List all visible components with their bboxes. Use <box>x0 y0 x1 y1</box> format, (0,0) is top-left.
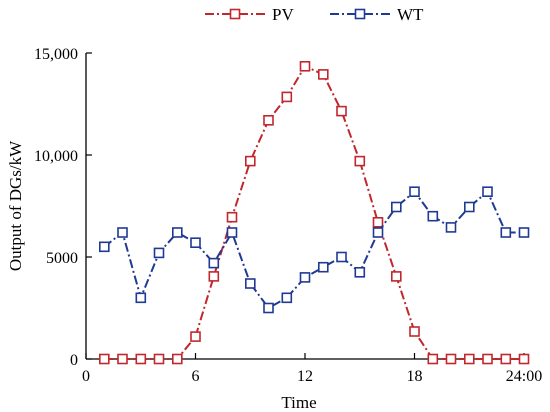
data-point-wt <box>172 227 183 238</box>
data-point-pv <box>299 60 311 72</box>
data-point-wt <box>427 210 439 222</box>
data-point-wt <box>354 266 366 278</box>
data-point-wt <box>153 247 165 259</box>
data-point-wt <box>208 257 220 269</box>
data-point-pv <box>99 353 110 365</box>
data-point-pv <box>117 353 128 365</box>
data-point-wt <box>518 227 530 238</box>
data-point-pv <box>153 353 165 365</box>
y-tick-label: 15,000 <box>34 46 78 63</box>
legend-label: PV <box>272 5 294 24</box>
series-layer <box>99 60 530 365</box>
data-point-wt <box>463 201 475 213</box>
data-point-pv <box>427 353 439 365</box>
data-point-pv <box>190 331 201 342</box>
data-point-pv <box>135 353 147 365</box>
data-point-pv <box>445 353 457 365</box>
data-point-pv <box>317 69 329 80</box>
x-axis-label: Time <box>281 393 316 412</box>
data-point-wt <box>117 227 128 238</box>
data-point-pv <box>263 115 274 126</box>
x-tick-label: 12 <box>297 368 313 385</box>
data-point-wt <box>500 227 512 238</box>
data-point-pv <box>208 271 220 282</box>
data-point-wt <box>281 292 293 304</box>
y-axis-label: Output of DGs/kW <box>6 140 25 271</box>
data-point-pv <box>463 353 475 365</box>
data-point-wt <box>135 292 147 304</box>
data-point-wt <box>409 186 420 197</box>
data-point-wt <box>336 251 347 263</box>
x-tick-label: 0 <box>82 368 90 385</box>
series-line-wt <box>103 190 524 310</box>
data-point-wt <box>445 222 457 233</box>
series-pv <box>99 60 530 365</box>
data-point-wt <box>263 302 274 314</box>
legend-item-wt: WT <box>330 5 424 24</box>
data-point-pv <box>354 155 366 167</box>
x-tick-label: 24:00 <box>506 368 542 385</box>
legend: PV WT <box>205 5 424 24</box>
data-point-pv <box>409 326 420 337</box>
series-wt <box>99 186 530 314</box>
data-point-pv <box>482 353 493 365</box>
y-tick-label: 10,000 <box>34 148 78 165</box>
data-point-pv <box>172 353 183 365</box>
data-point-wt <box>482 186 493 197</box>
data-point-pv <box>518 353 530 365</box>
legend-item-pv: PV <box>205 5 294 24</box>
data-point-pv <box>500 353 512 365</box>
y-tick-label: 0 <box>70 352 78 369</box>
data-point-wt <box>99 241 110 253</box>
ticks: 0 6 12 18 24:00 0 5000 10,000 15,000 <box>34 46 542 385</box>
series-line-pv <box>104 65 524 360</box>
data-point-pv <box>372 217 384 228</box>
data-point-pv <box>245 155 256 167</box>
data-point-wt <box>390 201 402 213</box>
x-tick-label: 6 <box>192 368 200 385</box>
data-point-pv <box>226 211 238 223</box>
data-point-wt <box>317 261 329 273</box>
legend-marker <box>229 8 241 20</box>
axes <box>85 53 524 360</box>
data-point-wt <box>372 227 384 238</box>
data-point-wt <box>245 278 256 289</box>
data-point-pv <box>336 105 347 117</box>
data-point-pv <box>281 91 293 103</box>
data-point-wt <box>190 237 201 248</box>
data-point-wt <box>226 227 238 238</box>
y-tick-label: 5000 <box>46 250 78 267</box>
x-tick-label: 18 <box>407 368 423 385</box>
legend-label: WT <box>397 5 424 24</box>
legend-marker <box>354 8 366 20</box>
data-point-wt <box>299 272 311 283</box>
data-point-pv <box>390 271 402 282</box>
